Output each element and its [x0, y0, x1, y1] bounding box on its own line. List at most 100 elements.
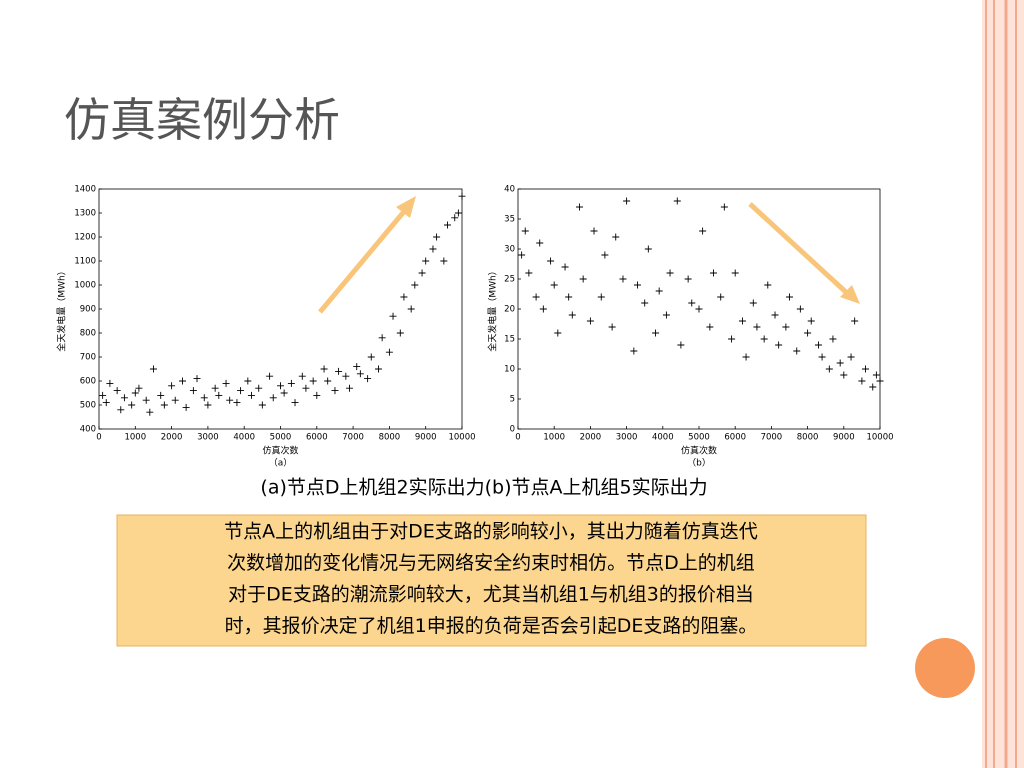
point [280, 389, 288, 397]
point [796, 305, 804, 313]
point [364, 375, 372, 383]
point [554, 329, 562, 337]
charts: 0 1000 2000 3000 4000 5000 6000 7000 8000 9000 100… [56, 185, 894, 469]
point [536, 239, 544, 247]
point [222, 379, 230, 387]
note-line: 次数增加的变化情况与无网络安全约束时相仿。节点D上的机组 [227, 552, 755, 574]
point [168, 382, 176, 390]
point [385, 348, 393, 356]
point [586, 317, 594, 325]
point [99, 391, 107, 399]
point [189, 387, 197, 395]
point [814, 341, 822, 349]
point [709, 269, 717, 277]
point [818, 353, 826, 361]
point [753, 323, 761, 331]
arrow-up [318, 196, 416, 314]
y-tick-label: 600 [80, 377, 96, 387]
point [135, 384, 143, 392]
point [677, 341, 685, 349]
x-tick-label: 4000 [233, 433, 255, 443]
point [211, 384, 219, 392]
point [731, 269, 739, 277]
point [764, 281, 772, 289]
slide-title: 仿真案例分析 [64, 93, 340, 147]
point [782, 323, 790, 331]
point [433, 233, 441, 241]
point [619, 275, 627, 283]
note-line: 对于DE支路的潮流影响较大，尤其当机组1与机组3的报价相当 [228, 584, 754, 606]
point [851, 317, 859, 325]
point [738, 317, 746, 325]
y-tick-label: 1000 [74, 281, 96, 291]
x-tick-label: 5000 [270, 433, 292, 443]
y-tick-label: 20 [504, 305, 515, 315]
x-tick-label: 0 [96, 433, 101, 443]
y-tick-label: 40 [504, 185, 515, 195]
x-tick-label: 8000 [797, 433, 819, 443]
point [872, 371, 880, 379]
point [342, 372, 350, 380]
x-tick-label: 3000 [197, 433, 219, 443]
chart-a-bg [56, 183, 470, 473]
point [378, 334, 386, 342]
point [518, 251, 526, 259]
point [525, 269, 533, 277]
point [149, 365, 157, 373]
point [869, 383, 877, 391]
x-tick-label: 2000 [580, 433, 602, 443]
point [320, 365, 328, 373]
x-sub-label: （b） [687, 458, 711, 469]
point [178, 377, 186, 385]
point [331, 387, 339, 395]
decor-circle [915, 638, 975, 698]
point [411, 281, 419, 289]
y-tick-label: 30 [504, 245, 515, 255]
y-tick-label: 1400 [74, 185, 96, 195]
point [440, 257, 448, 265]
x-tick-label: 3000 [616, 433, 638, 443]
point [291, 399, 299, 407]
point [539, 305, 547, 313]
point [258, 401, 266, 409]
note-line: 节点A上的机组由于对DE支路的影响较小，其出力随着仿真迭代 [224, 521, 758, 543]
point [666, 269, 674, 277]
x-tick-label: 1000 [543, 433, 565, 443]
point [244, 377, 252, 385]
point [565, 293, 573, 301]
x-tick-label: 6000 [306, 433, 328, 443]
point [673, 197, 681, 205]
point [160, 401, 168, 409]
point [858, 377, 866, 385]
point [720, 203, 728, 211]
x-tick-label: 6000 [724, 433, 746, 443]
point [568, 311, 576, 319]
point [807, 317, 815, 325]
point [356, 370, 364, 378]
point [443, 221, 451, 229]
point [277, 382, 284, 390]
y-tick-label: 400 [80, 425, 96, 435]
point [335, 367, 343, 375]
y-tick-label: 10 [504, 365, 515, 375]
point [550, 281, 558, 289]
point [287, 379, 295, 387]
point [699, 227, 707, 235]
point [576, 203, 584, 211]
caption: (a)节点D上机组2实际出力(b)节点A上机组5实际出力 [260, 477, 707, 499]
x-tick-label: 10000 [866, 433, 893, 443]
point [157, 391, 165, 399]
point [418, 269, 426, 277]
point [561, 263, 569, 271]
point [400, 293, 408, 301]
point [706, 323, 714, 331]
x-axis-label: 仿真次数 [262, 445, 298, 457]
point [266, 372, 274, 380]
point [749, 299, 757, 307]
x-tick-label: 7000 [761, 433, 783, 443]
point [655, 287, 663, 295]
point [623, 197, 631, 205]
x-tick-label: 0 [515, 433, 520, 443]
y-tick-label: 1300 [74, 209, 96, 219]
